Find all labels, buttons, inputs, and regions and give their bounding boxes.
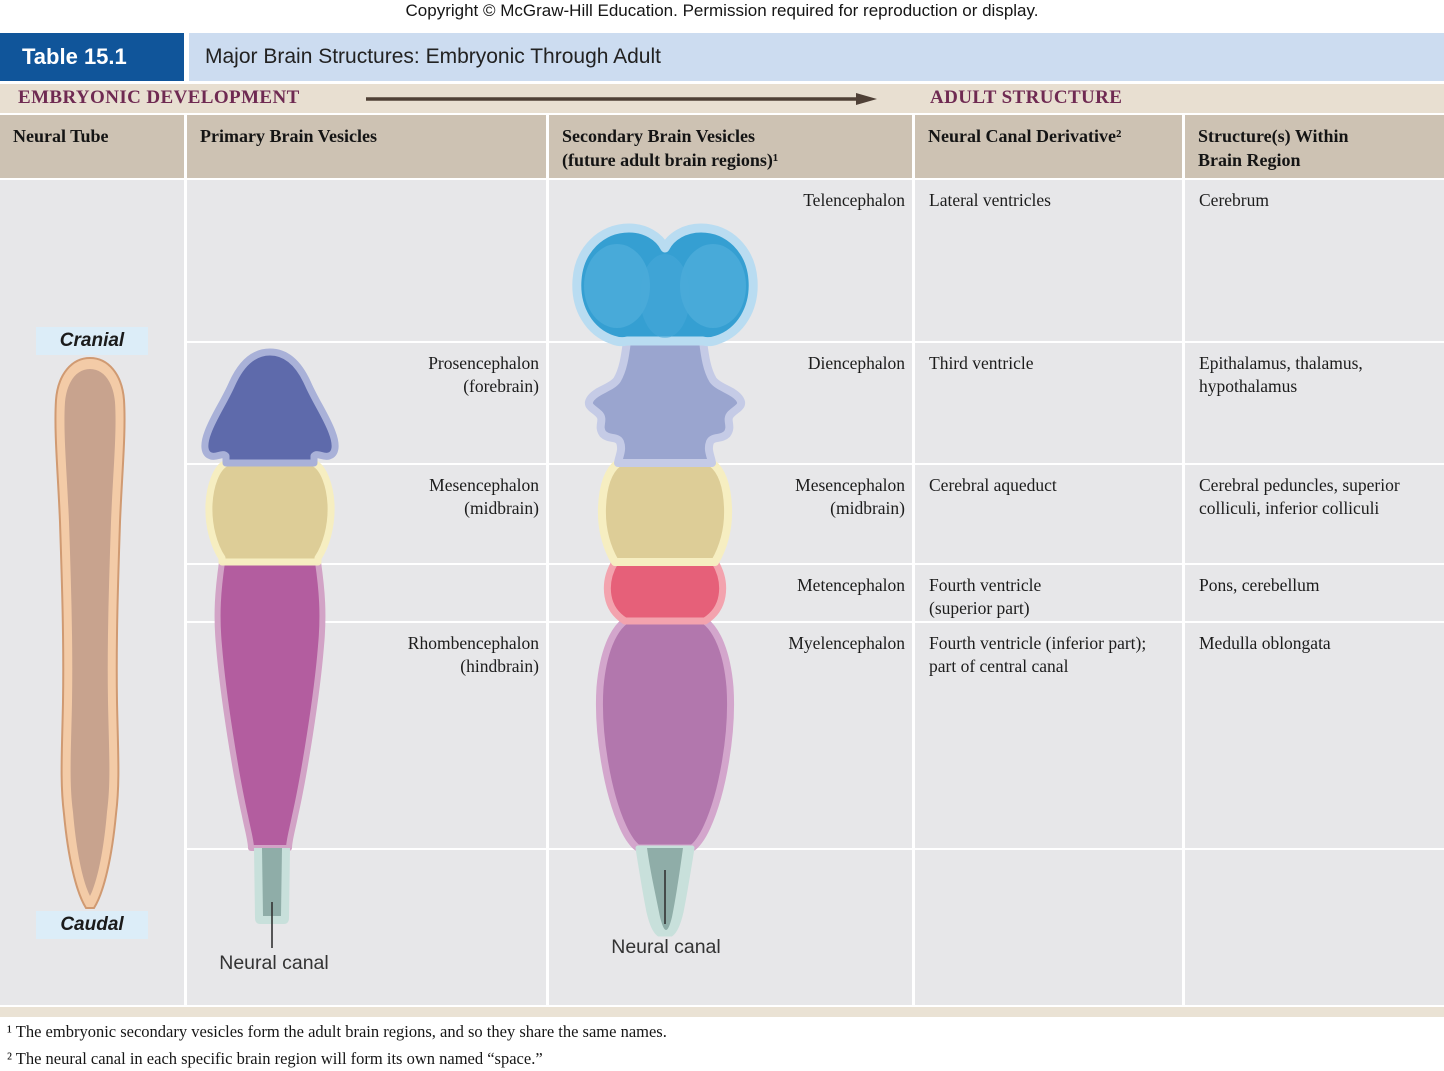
table-body: Telencephalon Lateral ventricles Cerebru… <box>0 180 1444 1005</box>
cell-secondary-row2: Diencephalon <box>549 343 912 463</box>
cell-primary-row5: Rhombencephalon (hindbrain) <box>187 623 546 848</box>
column-header-secondary-vesicles: Secondary Brain Vesicles (future adult b… <box>549 115 912 178</box>
cell-structures-row6 <box>1185 850 1444 1005</box>
column-header-row: Neural Tube Primary Brain Vesicles Secon… <box>0 115 1444 178</box>
cell-structures-row3: Cerebral peduncles, superior colliculi, … <box>1185 465 1444 563</box>
cell-primary-row4 <box>187 565 546 621</box>
cell-structures-row1: Cerebrum <box>1185 180 1444 341</box>
table-title: Major Brain Structures: Embryonic Throug… <box>189 33 1444 81</box>
cell-secondary-row1: Telencephalon <box>549 180 912 341</box>
cell-structures-row4: Pons, cerebellum <box>1185 565 1444 621</box>
cell-canal-row2: Third ventricle <box>915 343 1182 463</box>
right-arrow-icon <box>366 93 877 105</box>
cell-canal-row1: Lateral ventricles <box>915 180 1182 341</box>
cell-structures-row2: Epithalamus, thalamus, hypothalamus <box>1185 343 1444 463</box>
footnote-2: ² The neural canal in each specific brai… <box>7 1049 543 1068</box>
table-title-bar: Table 15.1 Major Brain Structures: Embry… <box>0 33 1444 81</box>
column-header-structures: Structure(s) Within Brain Region <box>1185 115 1444 178</box>
cell-primary-row1 <box>187 180 546 341</box>
cell-secondary-row6 <box>549 850 912 1005</box>
cell-canal-row5: Fourth ventricle (inferior part); part o… <box>915 623 1182 848</box>
column-header-neural-canal-derivative: Neural Canal Derivative² <box>915 115 1182 178</box>
adult-structure-label: ADULT STRUCTURE <box>930 87 1123 108</box>
cell-primary-row6 <box>187 850 546 1005</box>
cell-canal-row4: Fourth ventricle (superior part) <box>915 565 1182 621</box>
embryonic-development-label: EMBRYONIC DEVELOPMENT <box>18 87 300 108</box>
column-header-neural-tube: Neural Tube <box>0 115 184 178</box>
cell-canal-row6 <box>915 850 1182 1005</box>
table-number: Table 15.1 <box>0 33 184 81</box>
column-header-primary-vesicles: Primary Brain Vesicles <box>187 115 546 178</box>
cell-secondary-row3: Mesencephalon (midbrain) <box>549 465 912 563</box>
table-bottom-strip <box>0 1007 1444 1017</box>
cell-primary-row3: Mesencephalon (midbrain) <box>187 465 546 563</box>
cell-canal-row3: Cerebral aqueduct <box>915 465 1182 563</box>
cell-primary-row2: Prosencephalon (forebrain) <box>187 343 546 463</box>
cell-secondary-row4: Metencephalon <box>549 565 912 621</box>
neural-tube-cell <box>0 180 184 1005</box>
cell-secondary-row5: Myelencephalon <box>549 623 912 848</box>
footnote-1: ¹ The embryonic secondary vesicles form … <box>7 1022 667 1041</box>
development-band: EMBRYONIC DEVELOPMENT ADULT STRUCTURE <box>0 84 1444 113</box>
copyright-text: Copyright © McGraw-Hill Education. Permi… <box>405 1 1039 20</box>
cell-structures-row5: Medulla oblongata <box>1185 623 1444 848</box>
